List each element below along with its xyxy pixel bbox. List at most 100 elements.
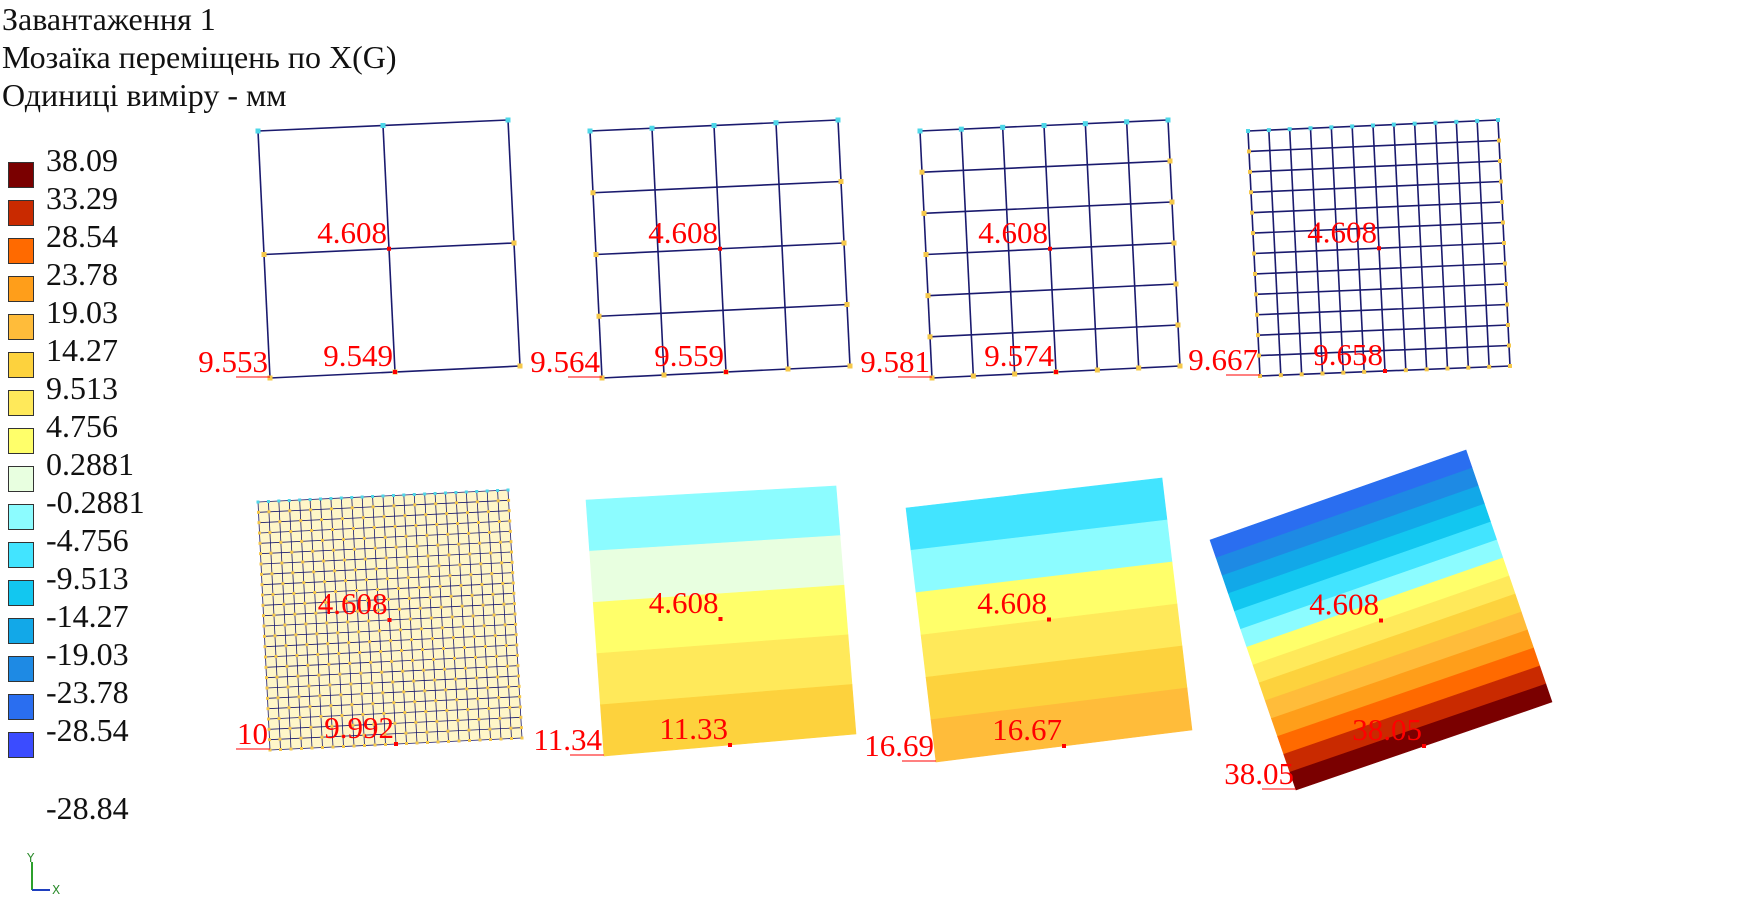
mesh-node	[368, 640, 372, 644]
corner-value-label: 10	[237, 716, 268, 751]
bottom-value-label: 9.574	[984, 338, 1054, 373]
mesh-node	[506, 488, 510, 492]
mesh-node	[272, 613, 276, 617]
mesh-node	[341, 537, 345, 541]
mesh-node	[383, 535, 387, 539]
mesh-node	[587, 128, 593, 134]
mesh-node	[478, 738, 482, 742]
mesh-node	[401, 669, 405, 673]
mesh-node	[323, 580, 327, 584]
bottom-value-label: 11.33	[659, 711, 728, 746]
mesh-node	[279, 540, 283, 544]
center-value-label: 4.608	[977, 586, 1047, 621]
mesh-node	[330, 724, 334, 728]
mesh-node	[1248, 169, 1252, 174]
mesh-node	[517, 363, 523, 369]
mesh-node	[596, 313, 602, 319]
mesh-node	[471, 614, 475, 618]
mesh-node	[380, 123, 386, 128]
mesh-node	[835, 117, 841, 123]
mesh-node	[287, 499, 291, 502]
mesh-node	[267, 510, 271, 514]
mesh-node	[1362, 369, 1367, 374]
mesh-line-v	[1125, 121, 1140, 369]
mesh-node	[501, 582, 505, 585]
mesh-node	[359, 671, 363, 675]
mesh-node	[1094, 367, 1100, 373]
mesh-node	[278, 737, 282, 741]
mesh-node	[362, 733, 366, 737]
mesh-node	[446, 532, 450, 536]
mesh-node	[514, 633, 518, 637]
mesh-node	[300, 539, 304, 543]
legend-value: -4.756	[46, 522, 129, 558]
mesh-node	[375, 588, 379, 591]
mesh-node	[261, 252, 267, 257]
mesh-node	[314, 611, 318, 615]
mesh-node	[511, 581, 515, 585]
mesh-node	[389, 639, 393, 643]
mesh-node	[434, 502, 438, 506]
mesh-node	[342, 745, 345, 748]
mesh-node	[432, 657, 436, 661]
mesh-node	[484, 665, 488, 669]
mesh-node	[1403, 368, 1408, 373]
mesh-node	[470, 593, 474, 597]
mesh-node	[363, 744, 366, 747]
mesh-node	[300, 747, 303, 750]
mesh-node	[299, 736, 303, 740]
mesh-node	[486, 686, 490, 690]
mesh-node	[284, 644, 288, 648]
mesh-node	[414, 720, 418, 724]
legend-swatch	[8, 428, 34, 454]
mesh-node	[510, 560, 514, 564]
mesh-node	[424, 513, 428, 517]
mesh-node	[1278, 373, 1283, 378]
center-node-marker	[387, 618, 392, 622]
legend-value: -23.78	[46, 674, 129, 710]
legend-value: 38.09	[46, 142, 118, 178]
bottom-value-label: 9.559	[654, 338, 724, 373]
mesh-node	[267, 717, 270, 721]
mesh-node	[416, 565, 420, 569]
load-case-title: Завантаження 1	[2, 1, 216, 37]
mesh-node	[478, 541, 482, 545]
mesh-node	[785, 366, 791, 372]
plate-1: 4.608 9.549 9.553	[198, 117, 523, 381]
mesh-node	[1177, 363, 1183, 369]
contour-band	[600, 684, 857, 757]
mesh-node	[423, 492, 427, 496]
mesh-node	[306, 663, 310, 667]
mesh-node	[270, 572, 274, 576]
mesh-line-v	[1455, 121, 1470, 368]
mesh-node	[458, 563, 462, 567]
mesh-node	[316, 653, 320, 656]
mesh-node	[464, 490, 468, 494]
legend-swatch	[8, 466, 34, 492]
mesh-node	[515, 643, 519, 647]
center-value-label: 4.608	[648, 215, 718, 250]
mesh-node	[424, 710, 428, 713]
mesh-node	[445, 512, 449, 516]
mesh-node	[282, 602, 286, 606]
mesh-node	[488, 727, 492, 731]
mesh-node	[419, 627, 423, 631]
mesh-node	[311, 549, 315, 553]
mesh-node	[929, 375, 935, 381]
center-node-marker	[1047, 617, 1051, 622]
mesh-node	[519, 715, 523, 719]
mesh-node	[465, 687, 469, 691]
center-node-marker	[718, 246, 722, 251]
mesh-node	[308, 498, 312, 501]
mesh-node	[514, 622, 518, 626]
mesh-node	[394, 545, 398, 549]
mesh-node	[265, 676, 268, 680]
mesh-node	[496, 499, 500, 503]
mesh-node	[341, 734, 345, 738]
mesh-node	[287, 706, 291, 710]
mesh-node	[288, 726, 292, 730]
mesh-node	[475, 490, 479, 493]
mesh-node	[370, 681, 374, 685]
mesh-node	[430, 637, 434, 641]
